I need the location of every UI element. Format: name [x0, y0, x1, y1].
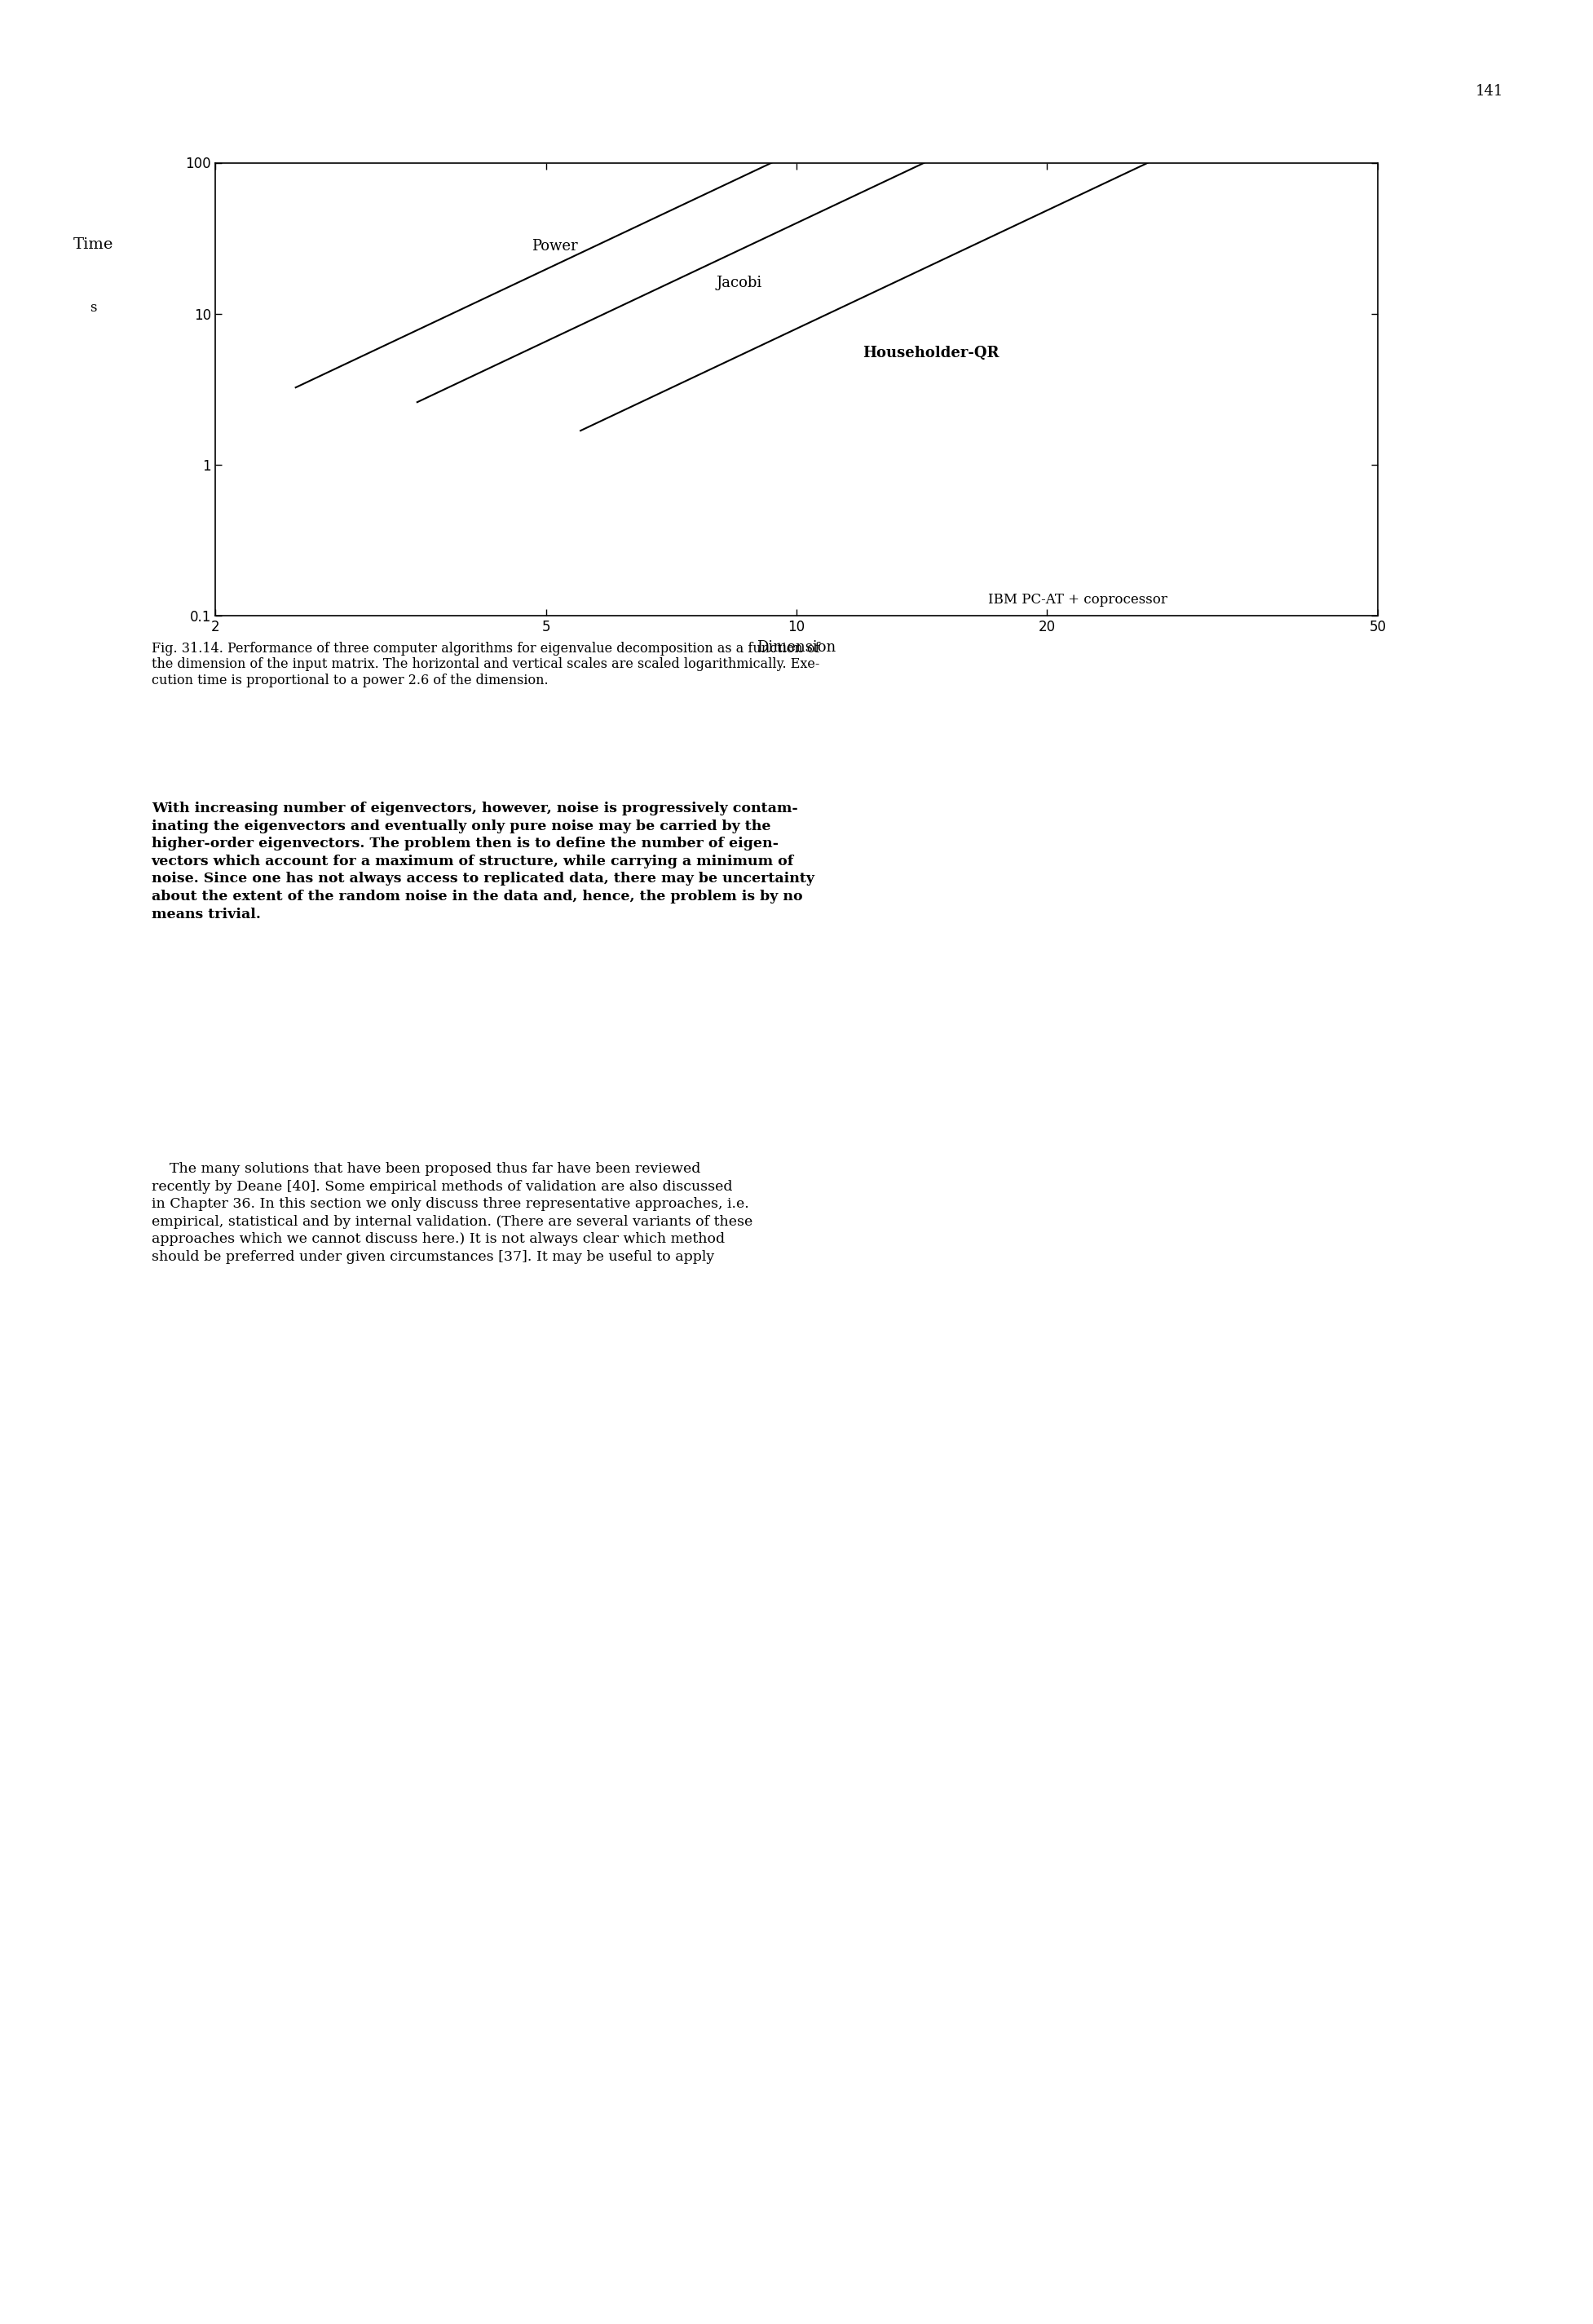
Text: Power: Power [532, 239, 578, 253]
Text: Fig. 31.14. Performance of three computer algorithms for eigenvalue decompositio: Fig. 31.14. Performance of three compute… [151, 641, 819, 688]
Text: The many solutions that have been proposed thus far have been reviewed
recently : The many solutions that have been propos… [151, 1162, 752, 1264]
Text: Time: Time [73, 237, 113, 251]
Text: s: s [89, 300, 97, 314]
Text: 141: 141 [1475, 84, 1504, 98]
Text: Householder-QR: Householder-QR [862, 346, 999, 360]
X-axis label: Dimension: Dimension [757, 639, 836, 655]
Text: IBM PC-AT + coprocessor: IBM PC-AT + coprocessor [988, 593, 1168, 607]
Text: Jacobi: Jacobi [715, 277, 761, 290]
Text: With increasing number of eigenvectors, however, noise is progressively contam-
: With increasing number of eigenvectors, … [151, 802, 814, 920]
